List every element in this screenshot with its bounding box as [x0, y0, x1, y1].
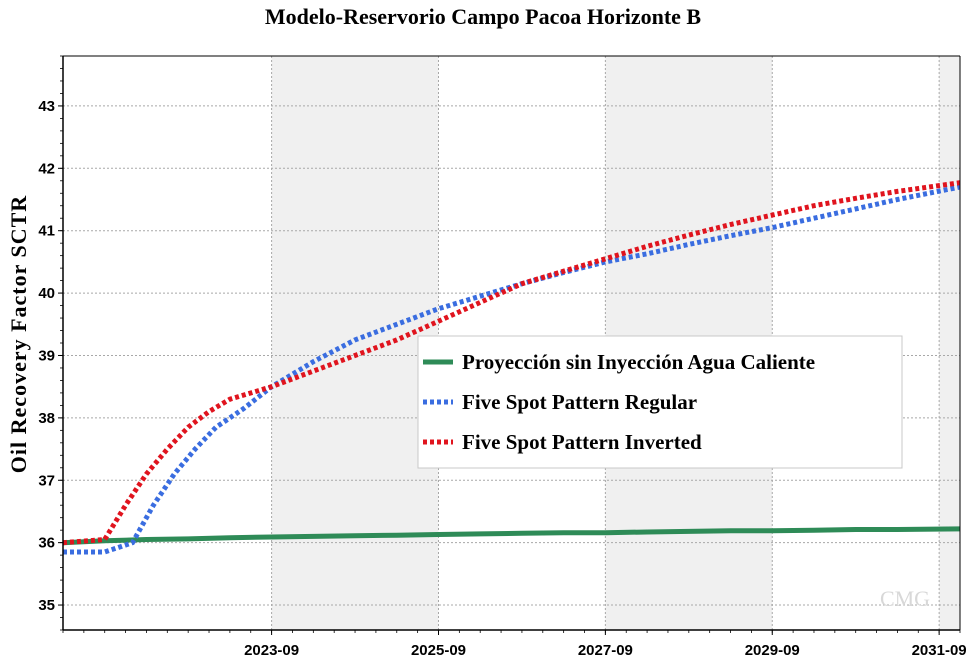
- legend-label-3: Five Spot Pattern Inverted: [462, 430, 702, 454]
- x-tick-label: 2025-09: [411, 642, 466, 659]
- y-tick-label: 41: [38, 223, 55, 240]
- legend-label-2: Five Spot Pattern Regular: [462, 390, 697, 414]
- x-tick-label: 2031-09: [912, 642, 966, 659]
- x-tick-label: 2023-09: [244, 642, 299, 659]
- y-tick-label: 37: [38, 472, 55, 489]
- series-lines: [62, 180, 961, 555]
- legend-label-1: Proyección sin Inyección Agua Caliente: [462, 350, 815, 374]
- shaded-band: [939, 56, 960, 630]
- series-line-1: [62, 526, 961, 546]
- series-line-3: [62, 180, 961, 546]
- y-tick-label: 43: [38, 98, 55, 115]
- legend-box: [417, 335, 903, 469]
- chart-title: Modelo-Reservorio Campo Pacoa Horizonte …: [264, 4, 702, 29]
- y-tick-label: 39: [38, 347, 55, 364]
- y-tick-label: 35: [38, 597, 55, 614]
- x-tick-label: 2027-09: [578, 642, 633, 659]
- y-tick-label: 40: [38, 285, 55, 302]
- y-tick-label: 36: [38, 535, 55, 552]
- y-tick-label: 42: [38, 160, 55, 177]
- cmg-watermark: CMG: [880, 586, 930, 611]
- x-tick-label: 2029-09: [745, 642, 800, 659]
- shaded-band: [271, 56, 439, 630]
- legend: Proyección sin Inyección Agua Caliente Fi…: [417, 335, 903, 469]
- tick-labels: 35 36 37 38 39 40 41 42 43 2023-09 2025-09 2027-09 2…: [38, 55, 966, 659]
- y-tick-label: 38: [38, 410, 55, 427]
